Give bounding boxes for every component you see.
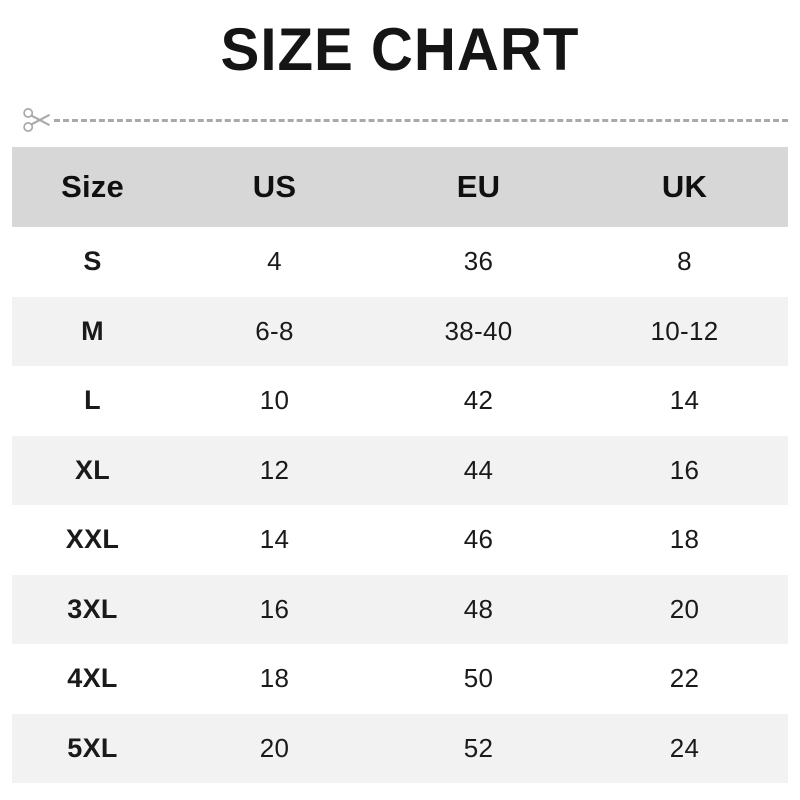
scissors-icon (22, 107, 52, 133)
dashed-cut-line (54, 119, 788, 122)
cell-size: 5XL (67, 732, 118, 763)
cell-eu: 38-40 (444, 315, 513, 346)
table-row: S 4 36 8 (12, 227, 788, 297)
cell-size: 4XL (67, 663, 118, 694)
table-row: XL 12 44 16 (12, 435, 788, 505)
column-header-eu: EU (376, 147, 581, 227)
cell-uk: 8 (677, 246, 692, 277)
cell-eu: 52 (463, 732, 494, 763)
cell-us: 20 (259, 732, 290, 763)
table-row: L 10 42 14 (12, 366, 788, 436)
cell-uk: 16 (669, 454, 700, 485)
cell-eu: 50 (463, 663, 494, 694)
cut-line (0, 100, 800, 140)
cell-size: XL (74, 454, 111, 485)
column-header-uk: UK (581, 147, 788, 227)
cell-us: 10 (259, 385, 290, 416)
table-row: M 6-8 38-40 10-12 (12, 296, 788, 366)
column-header-us: US (173, 147, 376, 227)
table-row: 5XL 20 52 24 (12, 713, 788, 783)
cell-eu: 46 (463, 524, 494, 555)
cell-size: S (83, 246, 102, 277)
column-header-size: Size (12, 147, 173, 227)
cell-us: 16 (259, 593, 290, 624)
cell-size: L (84, 385, 101, 416)
cell-uk: 22 (669, 663, 700, 694)
cell-us: 12 (259, 454, 290, 485)
table-header-row: Size US EU UK (12, 147, 788, 227)
cell-size: 3XL (67, 593, 118, 624)
cell-uk: 18 (669, 524, 700, 555)
cell-eu: 48 (463, 593, 494, 624)
size-table: Size US EU UK S 4 36 8 M 6-8 38-40 10-12 (12, 147, 788, 783)
table-row: 3XL 16 48 20 (12, 574, 788, 644)
table-row: XXL 14 46 18 (12, 505, 788, 575)
cell-uk: 24 (669, 732, 700, 763)
cell-us: 14 (259, 524, 290, 555)
cell-us: 4 (267, 246, 282, 277)
table-row: 4XL 18 50 22 (12, 644, 788, 714)
cell-us: 18 (259, 663, 290, 694)
table-body: S 4 36 8 M 6-8 38-40 10-12 L 10 42 14 (12, 227, 788, 783)
cell-size: M (81, 315, 104, 346)
size-table-container: Size US EU UK S 4 36 8 M 6-8 38-40 10-12 (12, 147, 788, 783)
cell-uk: 20 (669, 593, 700, 624)
cell-eu: 44 (463, 454, 494, 485)
cell-eu: 36 (463, 246, 494, 277)
cell-us: 6-8 (255, 315, 294, 346)
page-title-container: SIZE CHART (0, 0, 800, 100)
cell-uk: 14 (669, 385, 700, 416)
page-title: SIZE CHART (220, 16, 580, 83)
cell-eu: 42 (463, 385, 494, 416)
cell-size: XXL (65, 524, 120, 555)
cell-uk: 10-12 (650, 315, 719, 346)
table-header: Size US EU UK (12, 147, 788, 227)
